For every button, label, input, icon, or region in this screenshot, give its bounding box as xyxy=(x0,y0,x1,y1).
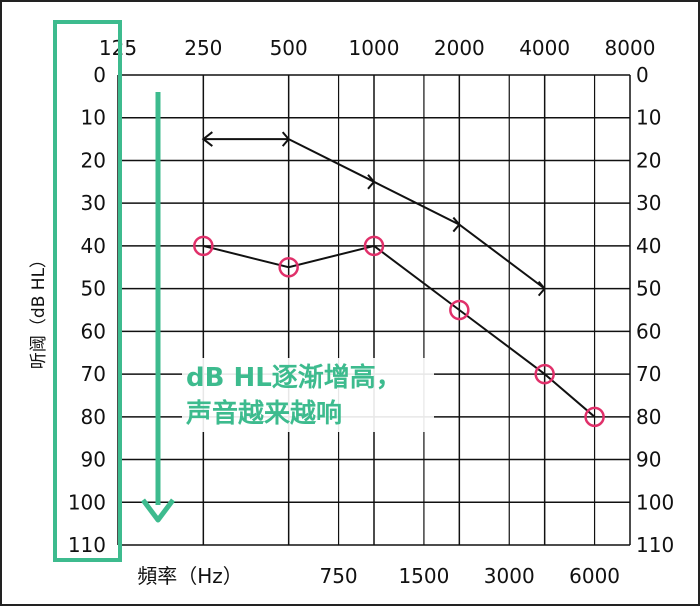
y-tick-left: 100 xyxy=(68,490,106,514)
y-tick-right: 50 xyxy=(636,277,661,301)
y-tick-left: 70 xyxy=(81,362,106,386)
series-0-point xyxy=(278,257,299,278)
y-tick-left: 50 xyxy=(81,277,106,301)
series-layer xyxy=(193,131,605,428)
y-tick-left: 40 xyxy=(81,234,106,258)
series-0-point xyxy=(449,299,470,321)
series-0-point xyxy=(534,363,555,385)
x-axis-label: 頻率（Hz） xyxy=(137,564,243,588)
y-tick-right: 80 xyxy=(636,405,661,429)
y-tick-right: 10 xyxy=(636,106,661,130)
annotation-line-1: dB HL逐渐增高， xyxy=(186,362,402,393)
y-tick-right: 40 xyxy=(636,234,661,258)
series-1-point xyxy=(367,174,376,190)
y-tick-left: 30 xyxy=(81,191,106,215)
series-1-point xyxy=(452,216,461,233)
y-tick-right: 90 xyxy=(636,448,661,472)
y-tick-right: 100 xyxy=(636,490,674,514)
x-tick-top: 4000 xyxy=(519,36,570,60)
series-1-arrow xyxy=(201,131,213,147)
x-tick-bottom: 1500 xyxy=(398,564,449,588)
x-tick-top: 500 xyxy=(270,36,308,60)
grid xyxy=(117,74,631,546)
x-tick-top: 8000 xyxy=(605,36,656,60)
y-tick-right: 110 xyxy=(636,533,674,557)
y-tick-right: 70 xyxy=(636,362,661,386)
y-tick-left: 20 xyxy=(81,148,106,172)
annotation-line-2: 声音越来越响 xyxy=(186,398,342,429)
series-0-point xyxy=(363,235,385,257)
x-tick-top: 250 xyxy=(184,36,222,60)
x-tick-bottom: 3000 xyxy=(484,564,535,588)
x-tick-bottom: 750 xyxy=(319,564,357,588)
y-tick-right: 60 xyxy=(636,319,661,343)
x-tick-top: 2000 xyxy=(434,36,485,60)
x-tick-top: 1000 xyxy=(349,36,400,60)
series-1-point xyxy=(281,131,290,147)
y-tick-right: 0 xyxy=(636,63,649,87)
y-tick-left: 0 xyxy=(93,63,106,87)
y-axis-highlight-box xyxy=(53,20,122,562)
series-0-line xyxy=(203,244,596,418)
x-tick-bottom: 6000 xyxy=(569,564,620,588)
down-arrow-head xyxy=(141,498,175,523)
y-tick-left: 60 xyxy=(81,319,106,343)
annotation: dB HL逐渐增高， 声音越来越响 xyxy=(53,20,434,562)
series-0-point xyxy=(193,235,214,257)
y-axis-label: 听阈（dB HL） xyxy=(29,251,49,369)
annotation-background xyxy=(182,358,434,432)
tick-labels: 0 0 10 10 20 20 30 30 40 40 50 50 60 60 70 70 80 80 90 90 10… xyxy=(68,36,674,588)
y-tick-left: 90 xyxy=(81,448,106,472)
series-1-point xyxy=(537,280,546,297)
y-tick-left: 110 xyxy=(68,533,106,557)
y-tick-left: 80 xyxy=(81,405,106,429)
series-0-point xyxy=(584,406,605,428)
y-tick-left: 10 xyxy=(81,106,106,130)
y-tick-right: 20 xyxy=(636,148,661,172)
y-tick-right: 30 xyxy=(636,191,661,215)
